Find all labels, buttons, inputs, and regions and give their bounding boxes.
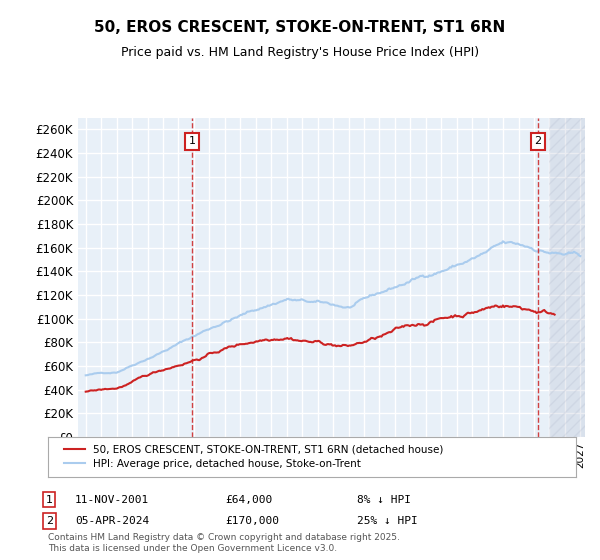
Text: 50, EROS CRESCENT, STOKE-ON-TRENT, ST1 6RN: 50, EROS CRESCENT, STOKE-ON-TRENT, ST1 6… [94, 20, 506, 35]
Text: 11-NOV-2001: 11-NOV-2001 [75, 494, 149, 505]
Text: Price paid vs. HM Land Registry's House Price Index (HPI): Price paid vs. HM Land Registry's House … [121, 46, 479, 59]
Text: 1: 1 [188, 136, 196, 146]
Legend: 50, EROS CRESCENT, STOKE-ON-TRENT, ST1 6RN (detached house), HPI: Average price,: 50, EROS CRESCENT, STOKE-ON-TRENT, ST1 6… [58, 440, 448, 474]
Text: 25% ↓ HPI: 25% ↓ HPI [357, 516, 418, 526]
Text: £64,000: £64,000 [225, 494, 272, 505]
Text: 2: 2 [535, 136, 542, 146]
Text: 1: 1 [46, 494, 53, 505]
Text: 2: 2 [46, 516, 53, 526]
Text: Contains HM Land Registry data © Crown copyright and database right 2025.
This d: Contains HM Land Registry data © Crown c… [48, 533, 400, 553]
Bar [550, 118, 593, 437]
Text: 8% ↓ HPI: 8% ↓ HPI [357, 494, 411, 505]
Text: 05-APR-2024: 05-APR-2024 [75, 516, 149, 526]
Text: £170,000: £170,000 [225, 516, 279, 526]
